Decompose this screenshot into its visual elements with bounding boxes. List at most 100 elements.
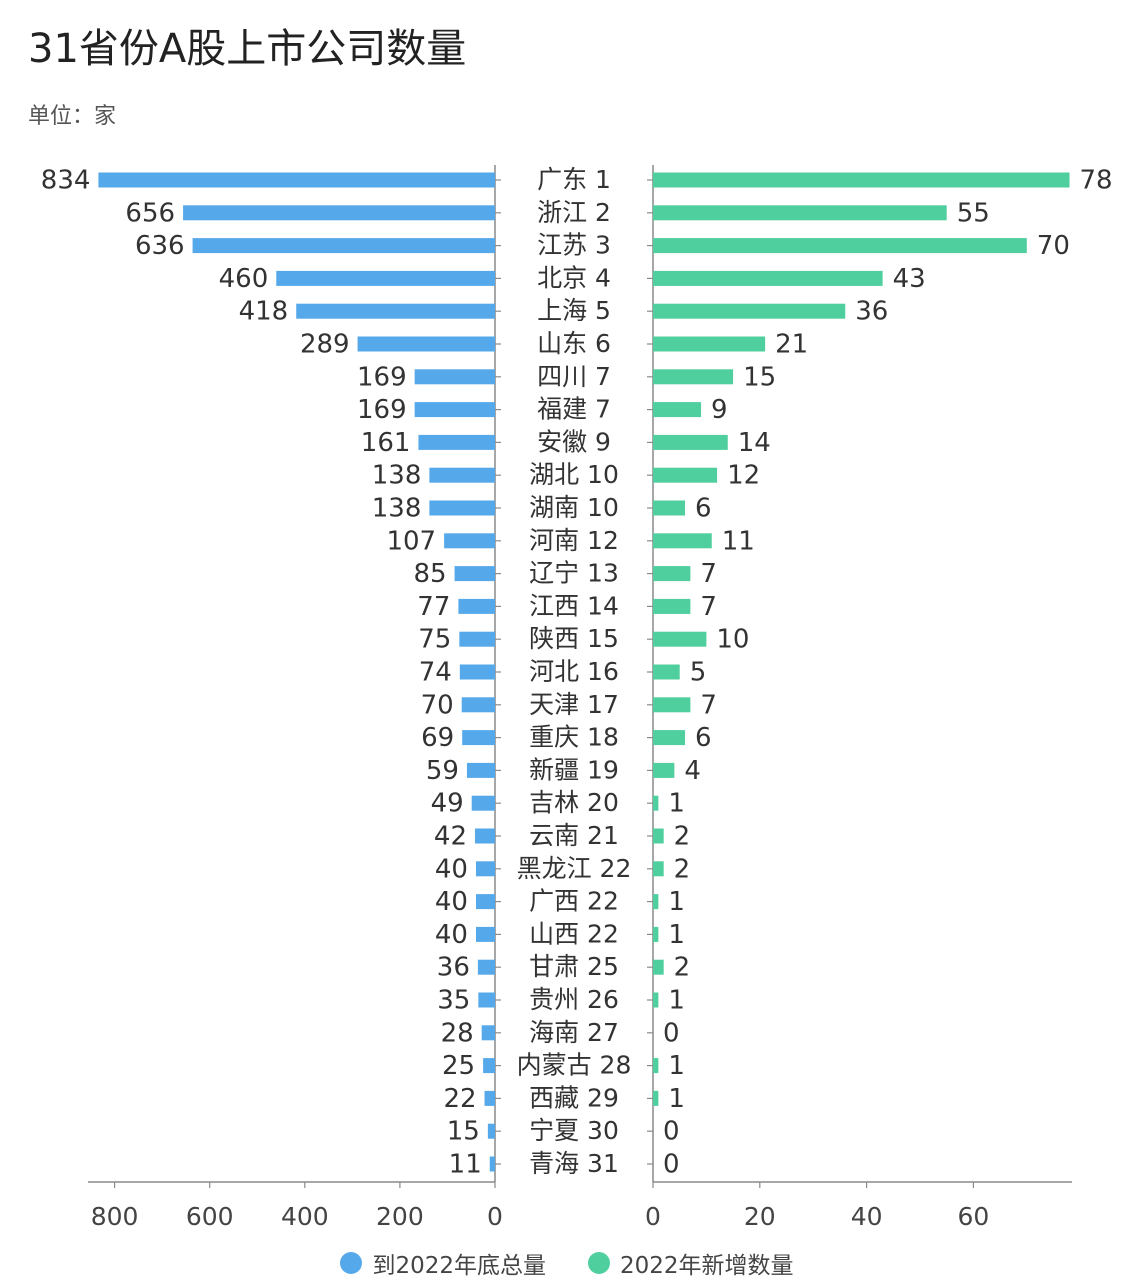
total-bar [478,992,495,1008]
category-label: 湖北 10 [529,460,619,489]
category-label: 河北 16 [529,657,619,686]
total-bar [458,598,495,614]
legend-swatch-new [588,1252,610,1274]
new-bar [653,762,675,778]
new-data-label: 36 [855,297,888,327]
total-data-label: 22 [443,1084,476,1114]
right-x-tick-label: 20 [744,1202,776,1231]
total-bar [276,270,495,286]
new-bar [653,992,659,1008]
category-label: 上海 5 [537,296,611,325]
category-label: 吉林 20 [529,788,619,817]
new-data-label: 9 [711,395,728,425]
new-data-label: 43 [893,264,926,294]
new-bar [653,1090,659,1106]
new-bar [653,1058,659,1074]
new-bar [653,369,734,385]
legend-swatch-total [340,1252,363,1274]
total-data-label: 77 [417,592,450,622]
new-data-label: 7 [700,690,717,720]
new-data-label: 1 [668,789,685,819]
new-bar [653,205,947,221]
total-data-label: 35 [437,986,470,1016]
total-data-label: 11 [449,1150,482,1180]
total-data-label: 161 [361,428,411,458]
left-x-tick-label: 0 [487,1202,503,1231]
total-data-label: 69 [421,723,454,753]
total-data-label: 25 [442,1051,475,1081]
category-label: 江西 14 [529,591,619,620]
total-bar [444,533,495,549]
total-data-label: 289 [300,330,350,360]
total-bar [418,434,495,450]
legend-label-total: 到2022年底总量 [372,1253,546,1279]
new-bar [653,894,659,910]
total-data-label: 418 [239,297,289,327]
legend-label-new: 2022年新增数量 [620,1253,794,1279]
new-data-label: 6 [695,494,712,524]
total-bar [296,303,495,319]
total-data-label: 460 [219,264,269,294]
right-x-tick-label: 60 [957,1202,989,1231]
new-data-label: 7 [700,559,717,589]
total-data-label: 138 [372,461,422,491]
total-data-label: 169 [357,395,407,425]
total-data-label: 59 [426,756,459,786]
total-data-label: 656 [125,198,175,228]
new-bar [653,795,659,811]
category-label: 福建 7 [537,395,611,424]
total-data-label: 70 [421,690,454,720]
total-data-label: 107 [386,526,436,556]
new-data-label: 1 [668,986,685,1016]
new-data-label: 55 [957,198,990,228]
total-bar [429,467,495,483]
total-bar [414,369,495,385]
total-data-label: 74 [419,658,452,688]
total-bar [475,894,495,910]
total-data-label: 15 [447,1117,480,1147]
new-data-label: 11 [722,526,755,556]
total-bar [183,205,495,221]
total-data-label: 138 [372,494,422,524]
total-bar [462,730,495,746]
new-bar [653,270,883,286]
new-bar [653,402,702,418]
left-x-tick-label: 800 [91,1202,139,1231]
total-bar [357,336,495,352]
total-data-label: 49 [431,789,464,819]
new-data-label: 14 [738,428,771,458]
total-data-label: 40 [435,854,468,884]
new-bar [653,959,664,975]
category-label: 安徽 9 [537,427,611,456]
total-bar [466,762,495,778]
category-label: 江苏 3 [537,231,611,260]
new-bar [653,598,691,614]
new-data-label: 2 [674,953,691,983]
total-bar [414,402,495,418]
new-data-label: 2 [674,854,691,884]
new-data-label: 6 [695,723,712,753]
new-data-label: 1 [668,1051,685,1081]
total-data-label: 85 [413,559,446,589]
category-label: 宁夏 30 [529,1116,619,1145]
total-data-label: 636 [135,231,185,261]
category-label: 青海 31 [529,1149,619,1178]
chart-title: 31省份A股上市公司数量 [28,26,467,72]
total-bar [487,1123,495,1139]
category-label: 广西 22 [529,887,619,916]
new-data-label: 0 [663,1117,680,1147]
new-data-label: 0 [663,1018,680,1048]
total-bar [475,828,495,844]
new-data-label: 5 [690,658,707,688]
new-data-label: 12 [727,461,760,491]
category-label: 云南 21 [529,821,619,850]
category-label: 重庆 18 [529,723,619,752]
total-data-label: 40 [435,887,468,917]
new-data-label: 21 [775,330,808,360]
total-bar [98,172,496,188]
new-bar [653,861,664,877]
total-bar [484,1090,495,1106]
new-bar [653,697,691,713]
category-label: 北京 4 [537,263,611,292]
